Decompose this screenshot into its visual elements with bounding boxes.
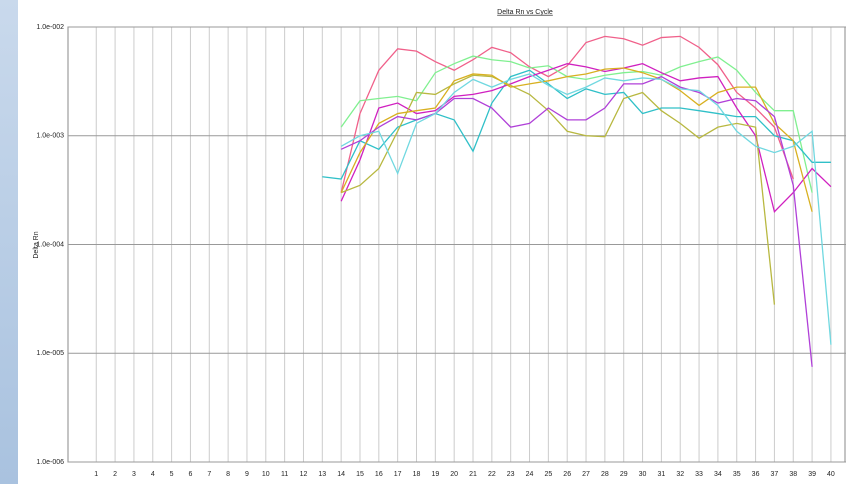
x-tick-label: 3 xyxy=(132,471,136,478)
chart-title: Delta Rn vs Cycle xyxy=(497,9,553,16)
x-tick-label: 4 xyxy=(151,471,155,478)
y-tick-label: 1.0e-004 xyxy=(36,241,64,248)
x-tick-label: 28 xyxy=(601,471,609,478)
x-tick-label: 2 xyxy=(113,471,117,478)
series-line xyxy=(340,55,813,193)
x-tick-label: 25 xyxy=(544,471,552,478)
x-tick-label: 30 xyxy=(639,471,647,478)
x-tick-label: 22 xyxy=(488,471,496,478)
y-tick-label: 1.0e-005 xyxy=(36,350,64,357)
x-tick-label: 9 xyxy=(245,471,249,478)
x-tick-label: 16 xyxy=(375,471,383,478)
x-tick-label: 17 xyxy=(394,471,402,478)
x-tick-label: 37 xyxy=(771,471,779,478)
series-line xyxy=(340,35,794,193)
y-axis-label: Delta Rn xyxy=(33,231,40,258)
x-tick-label: 10 xyxy=(262,471,270,478)
series-line xyxy=(340,74,776,305)
x-tick-label: 29 xyxy=(620,471,628,478)
x-tick-label: 1 xyxy=(94,471,98,478)
series-line xyxy=(340,73,832,345)
x-tick-label: 18 xyxy=(413,471,421,478)
x-tick-label: 6 xyxy=(188,471,192,478)
x-tick-label: 11 xyxy=(281,471,288,478)
x-tick-label: 5 xyxy=(170,471,174,478)
x-tick-label: 24 xyxy=(526,471,534,478)
series-line xyxy=(340,75,813,367)
x-tick-label: 23 xyxy=(507,471,515,478)
x-tick-label: 20 xyxy=(450,471,458,478)
x-tick-label: 34 xyxy=(714,471,722,478)
x-tick-label: 21 xyxy=(469,471,477,478)
x-tick-label: 14 xyxy=(337,471,345,478)
x-tick-label: 38 xyxy=(789,471,797,478)
x-tick-label: 13 xyxy=(318,471,326,478)
x-tick-label: 12 xyxy=(300,471,308,478)
y-tick-label: 1.0e-003 xyxy=(36,133,64,140)
side-strip xyxy=(0,0,18,484)
x-tick-label: 32 xyxy=(676,471,684,478)
x-tick-label: 31 xyxy=(657,471,665,478)
y-tick-label: 1.0e-002 xyxy=(36,24,64,31)
x-tick-label: 15 xyxy=(356,471,364,478)
x-tick-label: 19 xyxy=(431,471,439,478)
x-tick-label: 36 xyxy=(752,471,760,478)
x-tick-label: 26 xyxy=(563,471,571,478)
x-tick-label: 39 xyxy=(808,471,816,478)
series-line xyxy=(340,67,813,212)
x-tick-label: 27 xyxy=(582,471,590,478)
series-line xyxy=(322,69,831,180)
x-tick-label: 33 xyxy=(695,471,703,478)
x-tick-label: 40 xyxy=(827,471,835,478)
x-tick-label: 35 xyxy=(733,471,741,478)
y-tick-label: 1.0e-006 xyxy=(36,459,64,466)
x-tick-label: 7 xyxy=(207,471,211,478)
x-tick-label: 8 xyxy=(226,471,230,478)
